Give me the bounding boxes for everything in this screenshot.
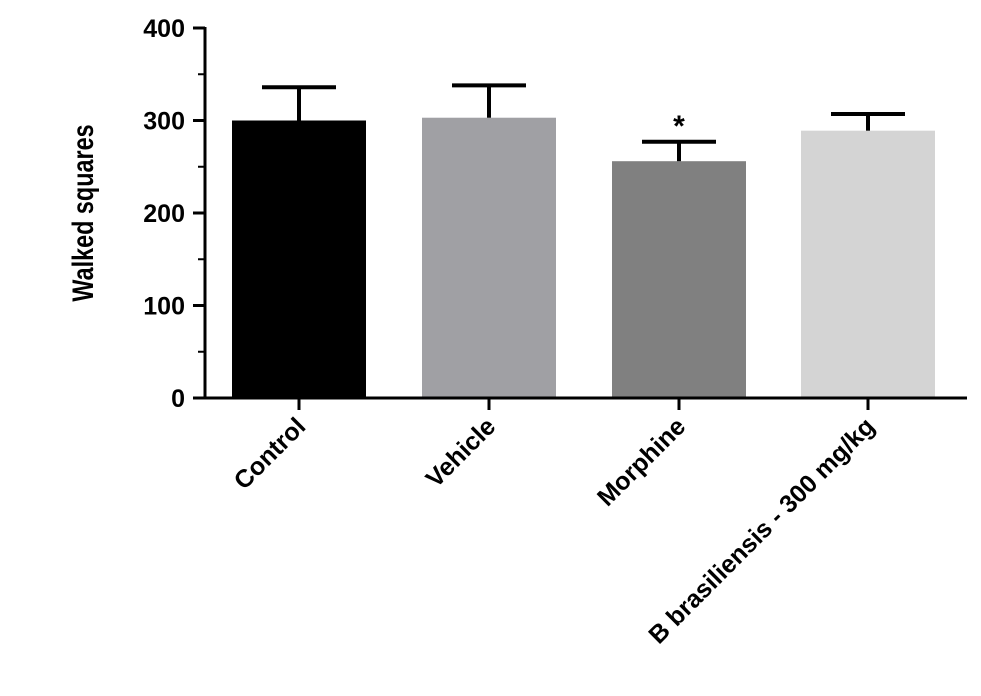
annotations-group: * (673, 110, 685, 143)
bar-0 (232, 120, 366, 398)
y-tick-label-4: 400 (143, 15, 185, 43)
y-tick-label-0: 0 (171, 385, 185, 413)
bar-2 (612, 161, 746, 398)
bar-1 (422, 117, 556, 398)
y-tick-label-1: 100 (143, 293, 185, 321)
x-tick-label-0: Control (229, 412, 312, 495)
error-bars-group (262, 83, 905, 162)
y-axis: 0 100 200 300 400 Walked squares (66, 15, 207, 413)
x-tick-label-3: B brasiliensis - 300 mg/kg (643, 412, 880, 649)
y-ticks-group: 0 100 200 300 400 (143, 15, 205, 413)
plot-area: * (232, 83, 935, 399)
x-tick-label-2: Morphine (592, 412, 691, 511)
bars-group (232, 117, 935, 399)
x-tick-label-1: Vehicle (421, 412, 502, 493)
y-axis-label: Walked squares (66, 124, 99, 301)
significance-marker-0: * (673, 110, 685, 143)
y-tick-label-2: 200 (143, 200, 185, 228)
bar-3 (801, 130, 935, 399)
y-tick-label-3: 300 (143, 108, 185, 136)
